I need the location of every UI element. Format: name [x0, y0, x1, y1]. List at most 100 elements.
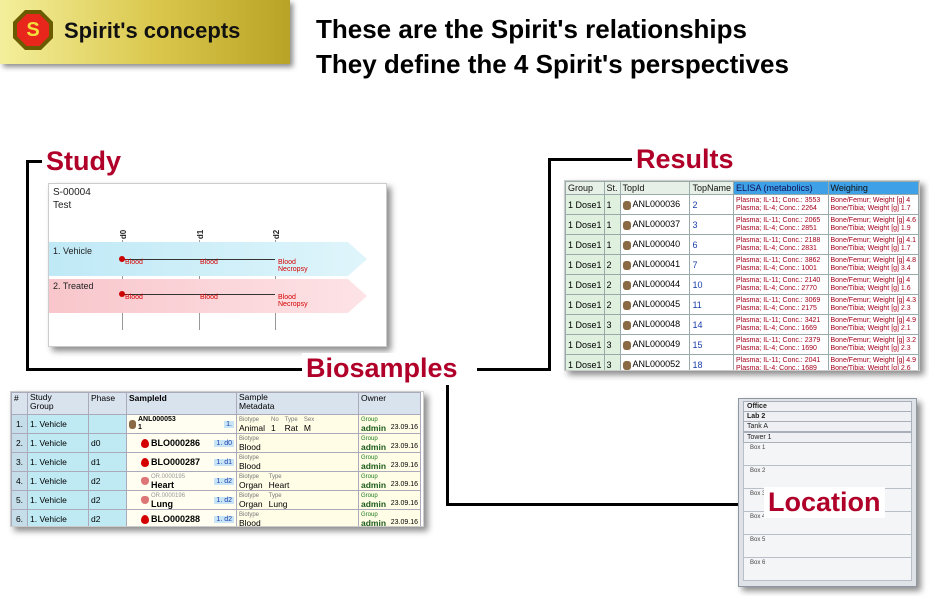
- sample-point-icon: [119, 256, 125, 262]
- sampleid-cell[interactable]: ANL000053 1 1.: [126, 414, 237, 434]
- metadata-key: Biotype: [239, 512, 260, 518]
- sample-id: BLO000287: [151, 457, 201, 467]
- owner-name: admin: [361, 518, 387, 527]
- elisa-cell: Plasma; IL-11; Conc.: 2188 Plasma; IL-4; …: [732, 234, 829, 255]
- table-row[interactable]: 1 Dose1 2 ANL000045 11 Plasma; IL-11; Conc.:…: [565, 294, 919, 315]
- group-cell: 1. Vehicle: [27, 414, 89, 434]
- weighing-value: Bone/Femur; Weight [g] 4.9: [830, 316, 916, 324]
- table-row[interactable]: 6. 1. Vehicle d2 BLO000288 1. d2 Biotype Blood…: [11, 509, 421, 527]
- animal-icon: [622, 260, 631, 270]
- sampleid-cell[interactable]: BLO000287 1. d1: [126, 452, 237, 472]
- col-header[interactable]: Owner: [358, 392, 421, 415]
- group-cell: 1 Dose1: [565, 194, 605, 215]
- row-number: 6.: [11, 509, 28, 526]
- connector-line: [26, 368, 306, 371]
- row-number: 5.: [11, 490, 28, 510]
- weighing-value: Bone/Femur; Weight [g] 4.3: [830, 296, 916, 304]
- table-row[interactable]: 5. 1. Vehicle d2 OR.0000196 Lung 1. d2 Biotype…: [11, 490, 421, 510]
- topname-cell: 6: [689, 234, 734, 255]
- sample-point-icon: [119, 291, 125, 297]
- location-box[interactable]: Box 5: [743, 535, 912, 558]
- st-cell: 3: [603, 314, 621, 335]
- spirit-logo-letter: S: [17, 14, 49, 46]
- location-box[interactable]: Box 2: [743, 466, 912, 489]
- animal-icon: [622, 300, 631, 310]
- weighing-value: Bone/Tibia; Weight [g] 1.7: [830, 244, 911, 252]
- sampleid-cell[interactable]: OR.0000195 Heart 1. d2: [126, 471, 237, 491]
- metadata-field: Type Rat: [285, 416, 298, 432]
- table-row[interactable]: 3. 1. Vehicle d1 BLO000287 1. d1 Biotype Blood…: [11, 452, 421, 472]
- weighing-cell: Bone/Femur; Weight [g] 4.9 Bone/Tibia; We…: [827, 354, 919, 370]
- table-row[interactable]: 1. 1. Vehicle ANL000053 1 1. Biotype Animal No…: [11, 414, 421, 434]
- table-row[interactable]: 4. 1. Vehicle d2 OR.0000195 Heart 1. d2 Biotyp…: [11, 471, 421, 491]
- phase-cell: d2: [88, 509, 127, 526]
- study-label: Study: [42, 146, 126, 177]
- table-row[interactable]: 1 Dose1 3 ANL000048 14 Plasma; IL-11; Conc.:…: [565, 314, 919, 335]
- biosamples-label: Biosamples: [302, 353, 462, 384]
- metadata-value: 1: [270, 423, 276, 433]
- col-header[interactable]: St.: [603, 181, 621, 195]
- table-row[interactable]: 1 Dose1 1 ANL000037 3 Plasma; IL-11; Conc.: …: [565, 214, 919, 235]
- headline-perspectives: They define the 4 Spirit's perspectives: [316, 49, 789, 79]
- col-header[interactable]: ELISA (metabolics): [732, 181, 829, 195]
- connector-line: [26, 160, 29, 371]
- topid-text: ANL000036: [632, 199, 681, 210]
- table-row[interactable]: 1 Dose1 1 ANL000036 2 Plasma; IL-11; Conc.: …: [565, 194, 919, 215]
- group-band-treated[interactable]: [49, 279, 367, 313]
- topname-cell: 2: [689, 194, 734, 215]
- col-header[interactable]: SampleId: [126, 392, 237, 415]
- table-row[interactable]: 1 Dose1 1 ANL000040 6 Plasma; IL-11; Conc.: …: [565, 234, 919, 255]
- phase-cell: d2: [88, 490, 127, 510]
- group-cell: 1. Vehicle: [27, 471, 89, 491]
- topid-cell: ANL000052: [619, 354, 691, 370]
- col-header[interactable]: Group: [565, 181, 605, 195]
- metadata-field: Biotype Organ: [239, 473, 263, 489]
- weighing-value: Bone/Tibia; Weight [g] 1.7: [830, 204, 911, 212]
- st-cell: 1: [603, 214, 621, 235]
- col-header[interactable]: #: [11, 392, 28, 415]
- weighing-cell: Bone/Femur; Weight [g] 4.1 Bone/Tibia; We…: [827, 234, 919, 255]
- topname-cell: 3: [689, 214, 734, 235]
- owner-name: admin: [361, 442, 387, 452]
- location-node[interactable]: Tower 1: [743, 432, 912, 443]
- animal-icon: [622, 340, 631, 350]
- weighing-cell: Bone/Femur; Weight [g] 3.2 Bone/Tibia; We…: [827, 334, 919, 355]
- weighing-value: Bone/Femur; Weight [g] 4.9: [830, 356, 916, 364]
- st-cell: 2: [603, 274, 621, 295]
- st-cell: 3: [603, 354, 621, 370]
- metadata-key: Biotype: [239, 436, 260, 442]
- owner-group-label: Group: [361, 417, 378, 423]
- phase-label: d0: [119, 229, 129, 240]
- metadata-key: Sex: [303, 417, 315, 423]
- table-row[interactable]: 1 Dose1 3 ANL000052 18 Plasma; IL-11; Conc.:…: [565, 354, 919, 370]
- metadata-field: No 1: [271, 416, 279, 432]
- sampleid-cell[interactable]: BLO000286 1. d0: [126, 433, 237, 453]
- metadata-field: Biotype Animal: [239, 416, 265, 432]
- table-row[interactable]: 2. 1. Vehicle d0 BLO000286 1. d0 Biotype Blood…: [11, 433, 421, 453]
- table-row[interactable]: 1 Dose1 3 ANL000049 15 Plasma; IL-11; Conc.:…: [565, 334, 919, 355]
- col-header[interactable]: Weighing: [827, 181, 919, 195]
- biosamples-table: # Study Group Phase SampleId Sample Meta…: [11, 392, 421, 527]
- st-cell: 2: [603, 294, 621, 315]
- metadata-field: Type Heart: [269, 473, 290, 489]
- banner-title: Spirit's concepts: [64, 18, 241, 43]
- col-header[interactable]: TopName: [689, 181, 734, 195]
- phase-badge: 1. d0: [214, 439, 234, 447]
- location-node[interactable]: Tank A: [743, 421, 912, 432]
- col-header[interactable]: Study Group: [27, 392, 89, 415]
- phase-cell: d2: [88, 471, 127, 491]
- owner-cell: Group admin 23.09.16: [358, 490, 421, 510]
- location-box[interactable]: Box 6: [743, 558, 912, 581]
- sampleid-cell[interactable]: OR.0000196 Lung 1. d2: [126, 490, 237, 510]
- location-box[interactable]: Box 1: [743, 443, 912, 466]
- table-row[interactable]: 1 Dose1 2 ANL000044 10 Plasma; IL-11; Conc.:…: [565, 274, 919, 295]
- results-label: Results: [632, 144, 738, 175]
- col-header[interactable]: TopId: [619, 181, 691, 195]
- phase-badge: 1. d1: [214, 458, 234, 466]
- table-row[interactable]: 1 Dose1 2 ANL000041 7 Plasma; IL-11; Conc.: …: [565, 254, 919, 275]
- col-header[interactable]: Phase: [88, 392, 127, 415]
- sampleid-cell[interactable]: BLO000288 1. d2: [126, 509, 237, 526]
- topid-text: ANL000049: [632, 339, 681, 350]
- col-header[interactable]: Sample Metadata: [236, 392, 359, 415]
- blood-drop-icon: [141, 457, 149, 467]
